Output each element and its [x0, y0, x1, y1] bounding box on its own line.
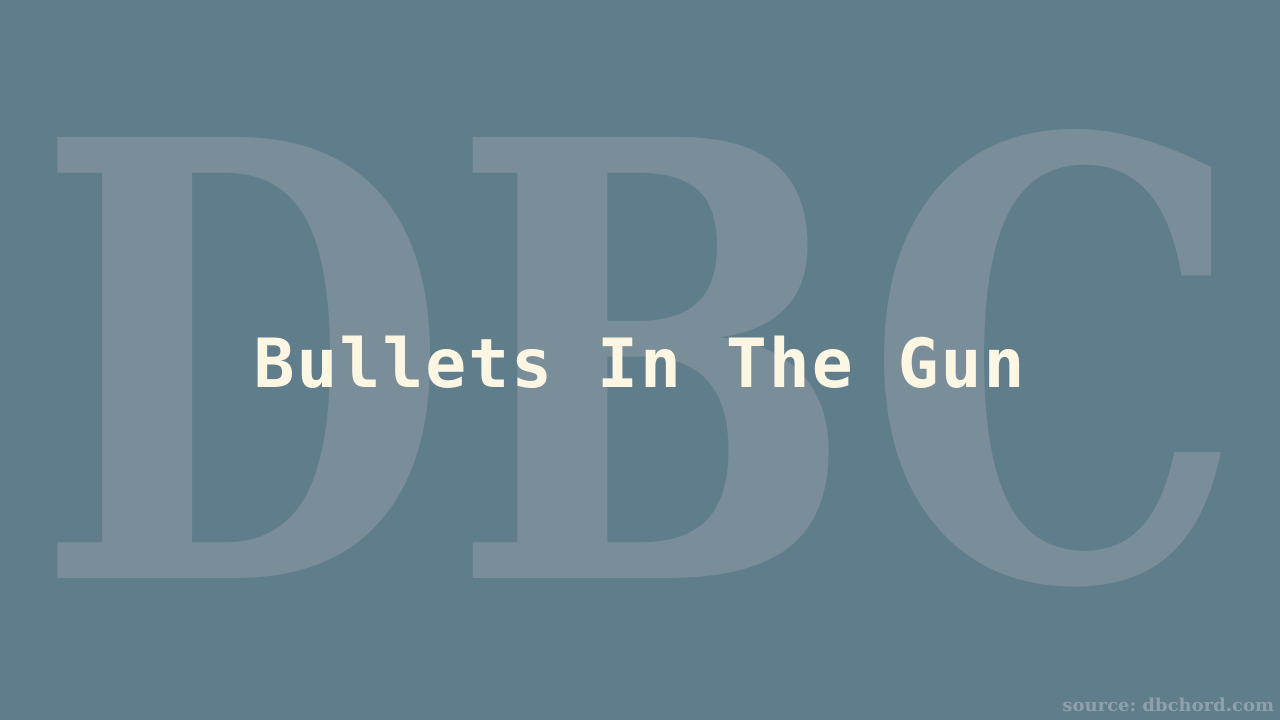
source-credit: source: dbchord.com	[1062, 695, 1274, 716]
watermark-text: DBC	[35, 10, 1245, 720]
song-title: Bullets In The Gun	[253, 325, 1027, 404]
